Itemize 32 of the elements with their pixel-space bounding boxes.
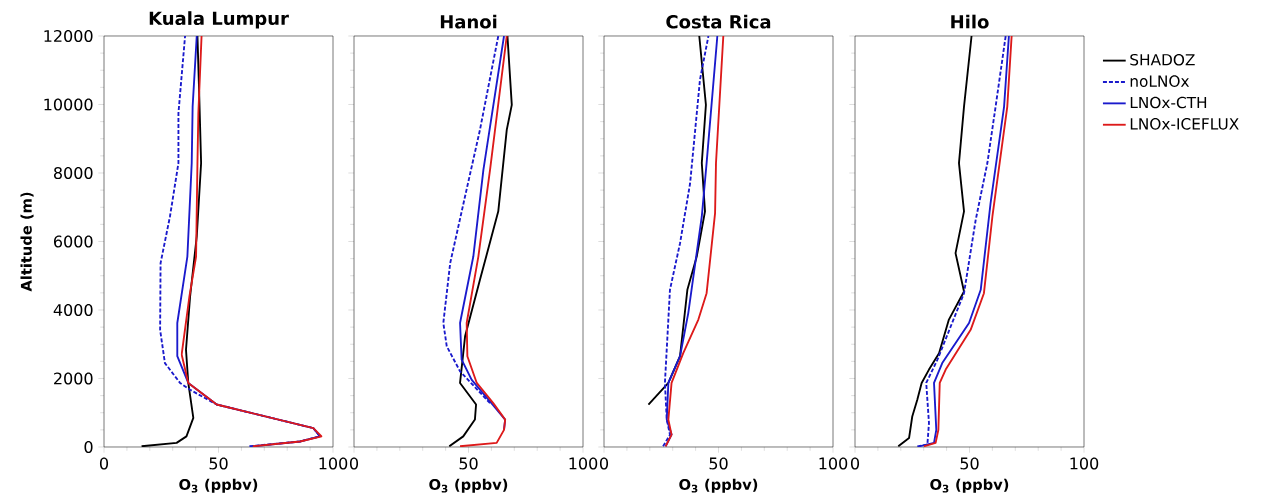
- x-tick-label: 100: [1070, 457, 1099, 470]
- legend-label: LNOx-ICEFLUX: [1130, 118, 1239, 130]
- y-tick-label: 0: [84, 440, 93, 454]
- x-tick-label: 50: [209, 457, 228, 470]
- y-tick-label: 10000: [44, 98, 93, 111]
- y-tick-label: 4000: [53, 303, 93, 317]
- x-tick-label: 0: [99, 457, 109, 470]
- legend-label: SHADOZ: [1130, 53, 1195, 66]
- y-tick-label: 6000: [54, 235, 93, 248]
- x-tick-label: 100: [319, 457, 348, 470]
- x-tick-label: 50: [709, 457, 728, 470]
- y-tick-label: 8000: [53, 166, 93, 180]
- x-axis-title: O$_{3}$ (ppbv): [679, 478, 758, 493]
- y-tick-label: 2000: [54, 372, 93, 385]
- x-axis-title: O$_{3}$ (ppbv): [179, 478, 258, 493]
- x-tick-label: 0: [349, 457, 359, 470]
- x-tick-label: 50: [459, 457, 478, 470]
- legend-label: noLNOx: [1130, 75, 1190, 87]
- chart-title: Hilo: [951, 14, 989, 29]
- legend-label: LNOx-CTH: [1130, 96, 1207, 109]
- chart-title: Kuala Lumpur: [149, 11, 289, 29]
- x-axis-title: O$_{3}$ (ppbv): [429, 478, 508, 493]
- chart-title: Costa Rica: [666, 14, 771, 29]
- x-tick-label: 100: [569, 457, 598, 470]
- x-tick-label: 0: [599, 457, 609, 470]
- x-axis-title: O$_{3}$ (ppbv): [930, 478, 1009, 493]
- y-axis-title: Altitude (m): [20, 192, 34, 292]
- chart-title: Hanoi: [440, 14, 497, 29]
- x-tick-label: 50: [960, 457, 979, 470]
- x-tick-label: 0: [850, 457, 860, 470]
- x-tick-label: 100: [819, 457, 848, 470]
- y-tick-label: 12000: [44, 29, 93, 43]
